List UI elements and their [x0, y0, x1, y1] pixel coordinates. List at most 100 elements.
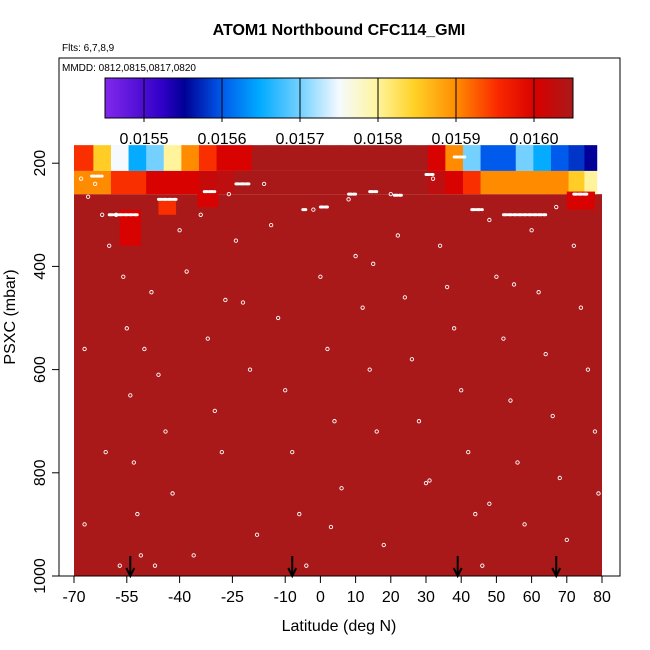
- heatmap-cell: [498, 170, 517, 195]
- sample-point: [564, 537, 569, 543]
- sample-point: [423, 480, 429, 486]
- x-tick-label: 80: [593, 589, 611, 606]
- sample-point: [283, 388, 288, 393]
- heatmap-cell: [322, 145, 341, 171]
- sample-point: [240, 300, 246, 305]
- sample-point: [444, 284, 450, 290]
- sample-point: [191, 553, 196, 558]
- sample-point: [311, 207, 316, 212]
- sample-point: [268, 222, 274, 228]
- sample-point: [360, 305, 365, 310]
- heatmap-cell: [357, 145, 376, 171]
- x-tick-label: -55: [115, 589, 138, 606]
- heatmap-cell: [515, 145, 534, 171]
- sample-point: [103, 450, 108, 455]
- sample-point: [536, 290, 541, 295]
- x-tick-label: 30: [417, 589, 435, 606]
- colorbar-tick-label: 0.0158: [354, 131, 403, 148]
- sample-point: [339, 486, 344, 491]
- sample-point: [131, 460, 136, 465]
- sample-point: [100, 212, 105, 217]
- axes: -70 -55 -40 -25 -10 0 10 20 30 40 50 60 70 80 200 400 60…: [32, 150, 611, 606]
- sample-point: [184, 269, 189, 274]
- sample-point: [395, 233, 400, 238]
- sample-point: [557, 475, 562, 481]
- heatmap-cell: [533, 145, 552, 171]
- x-tick-label: 20: [382, 589, 400, 606]
- heatmap-patch: [158, 199, 177, 215]
- heatmap-cell: [286, 170, 306, 195]
- heatmap-cell: [410, 145, 429, 171]
- heatmap-cell: [480, 170, 499, 195]
- sample-point: [276, 315, 281, 321]
- colorbar-tick-label: 0.0160: [510, 131, 559, 148]
- sample-point: [254, 532, 260, 537]
- x-tick-label: -10: [274, 589, 297, 606]
- x-tick-label: -25: [221, 589, 244, 606]
- sample-point: [328, 524, 334, 530]
- sample-point: [452, 326, 457, 331]
- sample-point: [494, 274, 499, 279]
- heatmap-cell: [550, 170, 570, 195]
- heatmap-cell: [568, 170, 585, 195]
- heatmap-cell: [322, 170, 341, 195]
- y-axis-label: PSXC (mbar): [2, 269, 19, 364]
- heatmap-cell: [269, 170, 288, 195]
- sample-point: [325, 346, 330, 352]
- heatmap-cell: [181, 145, 200, 171]
- sample-point: [138, 553, 144, 558]
- sample-point: [571, 243, 576, 248]
- sample-point: [480, 563, 485, 568]
- x-tick-label: -40: [168, 589, 191, 606]
- sample-point: [107, 243, 112, 248]
- sample-point: [402, 295, 408, 300]
- heatmap-cell: [74, 170, 94, 195]
- heatmap-cell: [480, 145, 499, 171]
- sample-point: [353, 253, 358, 259]
- y-tick-label: 1000: [32, 558, 49, 594]
- heatmap-cell: [163, 170, 182, 195]
- sample-point: [114, 212, 119, 217]
- heatmap-cell: [374, 145, 394, 171]
- colorbar-tick-label: 0.0155: [120, 131, 169, 148]
- flights-label: Flts: 6,7,8,9: [62, 43, 115, 54]
- heatmap-cell: [584, 145, 598, 171]
- plot-frame: [58, 57, 621, 577]
- heatmap-cell: [234, 145, 253, 171]
- heatmap-cell: [304, 145, 323, 171]
- sample-point: [152, 563, 158, 568]
- colorbar-tick-label: 0.0157: [276, 131, 325, 148]
- sample-point: [459, 388, 464, 393]
- heatmap-cell: [515, 170, 534, 195]
- sample-point: [92, 181, 98, 186]
- heatmap-field: [74, 145, 602, 576]
- sample-point: [205, 336, 210, 341]
- sample-point: [226, 192, 232, 197]
- sample-point: [156, 372, 161, 377]
- sample-point: [550, 413, 555, 419]
- x-tick-label: 0: [316, 589, 325, 606]
- heatmap-cell: [251, 170, 270, 195]
- sample-point: [529, 228, 534, 233]
- y-tick-label: 400: [32, 253, 49, 280]
- sample-point: [371, 261, 376, 266]
- sample-point: [198, 212, 203, 217]
- heatmap-cell: [286, 145, 306, 171]
- sample-point: [511, 282, 517, 287]
- sample-point: [261, 181, 267, 186]
- heatmap-cell: [181, 170, 200, 195]
- heatmap-cell: [216, 145, 235, 171]
- sample-point: [290, 450, 295, 455]
- sample-point: [233, 238, 239, 243]
- heatmap-cell: [339, 145, 358, 171]
- x-axis-label: Latitude (deg N): [282, 618, 397, 635]
- x-tick-label: 10: [347, 589, 365, 606]
- sample-point: [82, 346, 87, 352]
- sample-point: [596, 491, 601, 496]
- heatmap-cell: [392, 145, 411, 171]
- heatmap-cell: [198, 170, 218, 195]
- y-tick-label: 200: [32, 150, 49, 177]
- heatmap-patch: [197, 191, 219, 208]
- y-tick-label: 800: [32, 459, 49, 486]
- sample-point: [381, 542, 386, 548]
